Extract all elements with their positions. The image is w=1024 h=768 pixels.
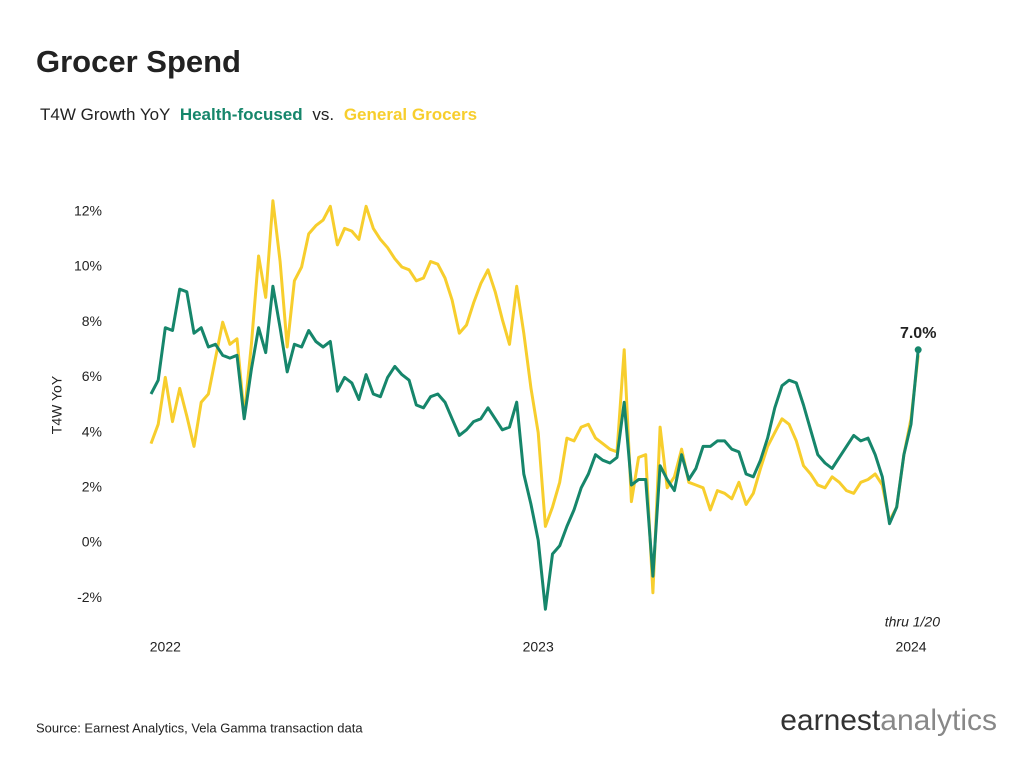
y-tick-label: 4% bbox=[82, 423, 102, 439]
end-point bbox=[914, 346, 922, 354]
series-line bbox=[149, 284, 920, 611]
chart-subtitle: T4W Growth YoY Health-focused vs. Genera… bbox=[40, 105, 477, 124]
legend-entry: General Grocers bbox=[344, 105, 477, 124]
y-tick-label: -2% bbox=[77, 589, 102, 605]
chart-title: Grocer Spend bbox=[36, 44, 241, 79]
subtitle-text: T4W Growth YoY bbox=[40, 105, 170, 124]
x-tick-label: 2023 bbox=[523, 639, 554, 655]
y-tick-label: 0% bbox=[82, 534, 102, 550]
annotation: thru 1/20 bbox=[885, 614, 940, 630]
brand-second: analytics bbox=[880, 704, 997, 737]
y-tick-label: 10% bbox=[74, 258, 102, 274]
y-tick-label: 2% bbox=[82, 479, 102, 495]
brand-logo: earnestanalytics bbox=[780, 704, 997, 737]
y-axis-label: T4W YoY bbox=[49, 375, 65, 434]
source: Source: Earnest Analytics, Vela Gamma tr… bbox=[36, 720, 363, 735]
series-line bbox=[149, 199, 920, 595]
legend-entry: Health-focused bbox=[180, 105, 303, 124]
x-tick-label: 2022 bbox=[150, 639, 181, 655]
brand-first: earnest bbox=[780, 704, 881, 737]
data-label: 7.0% bbox=[900, 325, 936, 342]
y-tick-label: 12% bbox=[74, 203, 102, 219]
y-tick-label: 8% bbox=[82, 313, 102, 329]
subtitle-joiner: vs. bbox=[312, 105, 334, 124]
y-tick-label: 6% bbox=[82, 368, 102, 384]
x-tick-label: 2024 bbox=[895, 639, 926, 655]
